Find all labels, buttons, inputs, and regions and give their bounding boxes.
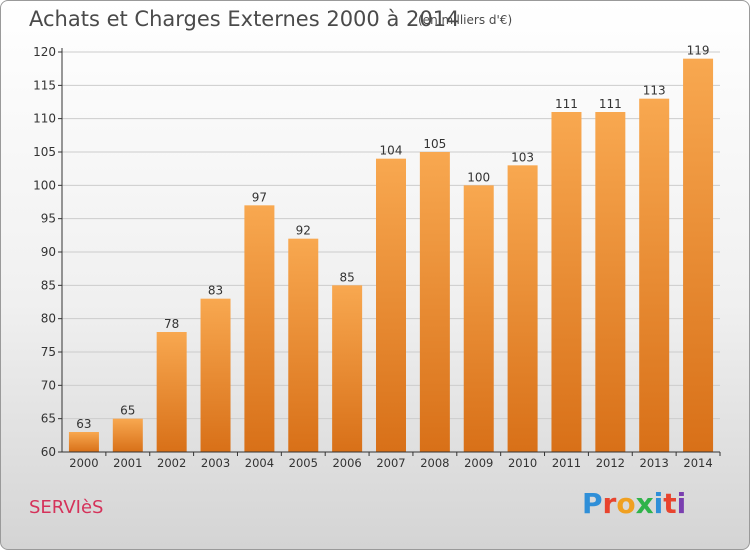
logo-letter: o bbox=[616, 487, 636, 520]
data-label: 100 bbox=[467, 170, 490, 184]
x-tick-label: 2006 bbox=[332, 456, 361, 470]
bar bbox=[419, 152, 450, 452]
chart-subtitle: (en milliers d'€) bbox=[418, 13, 513, 27]
y-tick-label: 80 bbox=[41, 312, 56, 326]
data-label: 97 bbox=[252, 190, 267, 204]
bar bbox=[288, 238, 319, 452]
data-label: 111 bbox=[555, 97, 578, 111]
data-label: 104 bbox=[380, 144, 403, 158]
y-tick-label: 115 bbox=[33, 78, 56, 92]
bar bbox=[112, 418, 143, 452]
data-label: 105 bbox=[423, 137, 446, 151]
data-label: 63 bbox=[76, 417, 91, 431]
x-tick-label: 2002 bbox=[157, 456, 186, 470]
x-tick-label: 2008 bbox=[420, 456, 449, 470]
data-label: 113 bbox=[643, 84, 666, 98]
y-tick-label: 65 bbox=[41, 412, 56, 426]
y-tick-label: 105 bbox=[33, 145, 56, 159]
x-tick-label: 2010 bbox=[508, 456, 537, 470]
logo-letter: r bbox=[602, 487, 617, 520]
bar bbox=[551, 112, 582, 452]
bar bbox=[156, 332, 187, 452]
y-tick-label: 120 bbox=[33, 45, 56, 59]
bar bbox=[244, 205, 275, 452]
data-label: 65 bbox=[120, 404, 135, 418]
data-label: 103 bbox=[511, 150, 534, 164]
x-tick-label: 2013 bbox=[640, 456, 669, 470]
data-label: 119 bbox=[687, 44, 710, 58]
bar bbox=[332, 285, 363, 452]
y-tick-label: 60 bbox=[41, 445, 56, 459]
x-tick-label: 2011 bbox=[552, 456, 581, 470]
y-tick-label: 95 bbox=[41, 212, 56, 226]
proxiti-logo[interactable]: Proxiti bbox=[582, 487, 686, 520]
y-tick-label: 75 bbox=[41, 345, 56, 359]
x-tick-label: 2014 bbox=[683, 456, 712, 470]
town-name: SERVIèS bbox=[29, 497, 104, 518]
logo-letter: i bbox=[653, 487, 664, 520]
y-tick-label: 90 bbox=[41, 245, 56, 259]
x-tick-label: 2005 bbox=[289, 456, 318, 470]
bar bbox=[639, 98, 670, 453]
data-label: 83 bbox=[208, 284, 223, 298]
bar bbox=[463, 185, 494, 453]
x-tick-label: 2004 bbox=[245, 456, 274, 470]
bar bbox=[376, 158, 406, 452]
bar bbox=[683, 58, 714, 453]
bar bbox=[68, 432, 99, 452]
bar bbox=[200, 298, 231, 452]
logo-letter: x bbox=[635, 487, 654, 520]
y-tick-label: 110 bbox=[33, 112, 56, 126]
x-tick-label: 2000 bbox=[69, 456, 98, 470]
logo-letter: i bbox=[676, 487, 687, 520]
chart-title: Achats et Charges Externes 2000 à 2014 bbox=[29, 7, 460, 31]
x-tick-label: 2001 bbox=[113, 456, 142, 470]
y-tick-label: 100 bbox=[33, 178, 56, 192]
y-tick-label: 70 bbox=[41, 378, 56, 392]
x-tick-label: 2007 bbox=[376, 456, 405, 470]
x-tick-label: 2012 bbox=[596, 456, 625, 470]
x-tick-label: 2009 bbox=[464, 456, 493, 470]
x-tick-label: 2003 bbox=[201, 456, 230, 470]
data-label: 78 bbox=[164, 317, 179, 331]
logo-letter: t bbox=[663, 487, 677, 520]
logo-letter: P bbox=[582, 487, 603, 520]
y-tick-label: 85 bbox=[41, 278, 56, 292]
data-label: 92 bbox=[296, 224, 311, 238]
bar bbox=[507, 165, 538, 453]
data-label: 85 bbox=[339, 270, 354, 284]
data-label: 111 bbox=[599, 97, 622, 111]
bar bbox=[595, 112, 626, 452]
